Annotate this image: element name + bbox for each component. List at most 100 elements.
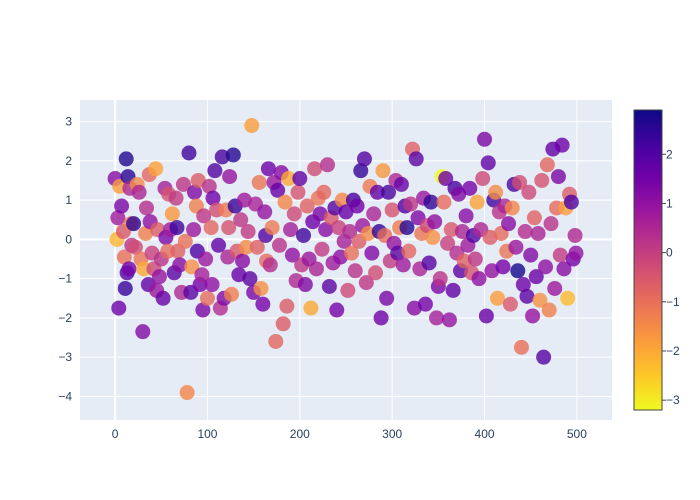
scatter-point bbox=[425, 229, 441, 245]
scatter-point bbox=[340, 282, 356, 298]
scatter-points bbox=[107, 118, 584, 401]
scatter-point bbox=[279, 298, 295, 314]
scatter-point bbox=[489, 290, 505, 306]
scatter-point bbox=[541, 302, 557, 318]
scatter-point bbox=[221, 220, 237, 236]
scatter-point bbox=[534, 172, 550, 188]
scatter-point bbox=[480, 155, 496, 171]
scatter-point bbox=[495, 259, 511, 275]
scatter-point bbox=[528, 269, 544, 285]
scatter-point bbox=[501, 216, 517, 232]
scatter-point bbox=[375, 163, 391, 179]
scatter-point bbox=[148, 161, 164, 177]
scatter-point bbox=[366, 206, 382, 222]
scatter-point bbox=[334, 192, 350, 208]
scatter-point bbox=[556, 261, 572, 277]
scatter-point bbox=[286, 206, 302, 222]
scatter-point bbox=[240, 224, 256, 240]
scatter-point bbox=[201, 178, 217, 194]
scatter-point bbox=[308, 261, 324, 277]
scatter-point bbox=[451, 186, 467, 202]
scatter-point bbox=[131, 184, 147, 200]
scatter-point bbox=[508, 239, 524, 255]
scatter-point bbox=[151, 269, 167, 285]
colorbar bbox=[633, 109, 663, 411]
scatter-point bbox=[342, 224, 358, 240]
scatter-point bbox=[253, 280, 269, 296]
scatter-point bbox=[138, 225, 154, 241]
scatter-point bbox=[525, 308, 541, 324]
y-tick-label: −1 bbox=[58, 272, 72, 286]
scatter-point bbox=[523, 247, 539, 263]
scatter-point bbox=[255, 296, 271, 312]
scatter-point bbox=[277, 194, 293, 210]
scatter-point bbox=[110, 210, 126, 226]
scatter-point bbox=[118, 151, 134, 167]
scatter-point bbox=[290, 184, 306, 200]
scatter-point bbox=[203, 220, 219, 236]
scatter-point bbox=[321, 279, 337, 295]
scatter-point bbox=[114, 198, 130, 214]
colorbar-tick-label: −1 bbox=[666, 295, 680, 309]
scatter-point bbox=[521, 184, 537, 200]
scatter-point bbox=[187, 184, 203, 200]
scatter-point bbox=[502, 296, 518, 312]
scatter-point bbox=[175, 176, 191, 192]
scatter-point bbox=[164, 206, 180, 222]
scatter-point bbox=[456, 253, 472, 269]
scatter-point bbox=[369, 184, 385, 200]
scatter-point bbox=[225, 147, 241, 163]
scatter-point bbox=[111, 300, 127, 316]
scatter-point bbox=[399, 220, 415, 236]
scatter-point bbox=[117, 280, 133, 296]
scatter-point bbox=[478, 308, 494, 324]
scatter-point bbox=[417, 296, 433, 312]
y-tick-label: 0 bbox=[65, 232, 72, 246]
x-tick-label: 100 bbox=[197, 427, 217, 441]
scatter-point bbox=[314, 241, 330, 257]
scatter-point bbox=[190, 172, 206, 188]
scatter-point bbox=[223, 286, 239, 302]
colorbar-tick-label: −3 bbox=[666, 393, 680, 407]
scatter-point bbox=[390, 245, 406, 261]
scatter-point bbox=[475, 171, 491, 187]
scatter-point bbox=[353, 163, 369, 179]
scatter-point bbox=[194, 267, 210, 283]
scatter-point bbox=[427, 214, 443, 230]
scatter-point bbox=[504, 200, 520, 216]
scatter-point bbox=[244, 118, 260, 134]
scatter-point bbox=[536, 349, 552, 365]
scatter-point bbox=[195, 302, 211, 318]
scatter-point bbox=[368, 265, 384, 281]
scatter-point bbox=[222, 169, 238, 185]
scatter-point bbox=[526, 210, 542, 226]
scatter-point bbox=[358, 275, 374, 291]
scatter-point bbox=[512, 174, 528, 190]
scatter-point bbox=[347, 263, 363, 279]
y-tick-label: 3 bbox=[65, 115, 72, 129]
scatter-point bbox=[121, 261, 137, 277]
scatter-point bbox=[393, 176, 409, 192]
scatter-point bbox=[421, 255, 437, 271]
y-tick-label: −2 bbox=[58, 311, 72, 325]
scatter-point bbox=[462, 180, 478, 196]
scatter-point bbox=[284, 247, 300, 263]
scatter-point bbox=[135, 324, 151, 340]
scatter-point bbox=[423, 194, 439, 210]
scatter-point bbox=[349, 198, 365, 214]
scatter-point bbox=[432, 271, 448, 287]
scatter-point bbox=[299, 198, 315, 214]
scatter-point bbox=[116, 249, 132, 265]
scatter-point bbox=[458, 208, 474, 224]
scatter-point bbox=[438, 171, 454, 187]
scatter-point bbox=[329, 302, 345, 318]
scatter-point bbox=[186, 222, 202, 238]
scatter-point bbox=[281, 171, 297, 187]
scatter-point bbox=[207, 163, 223, 179]
x-tick-label: 500 bbox=[567, 427, 587, 441]
scatter-point bbox=[126, 216, 142, 232]
y-tick-label: 1 bbox=[65, 193, 72, 207]
scatter-point bbox=[257, 204, 273, 220]
scatter-point bbox=[429, 310, 445, 326]
scatter-point bbox=[211, 237, 227, 253]
